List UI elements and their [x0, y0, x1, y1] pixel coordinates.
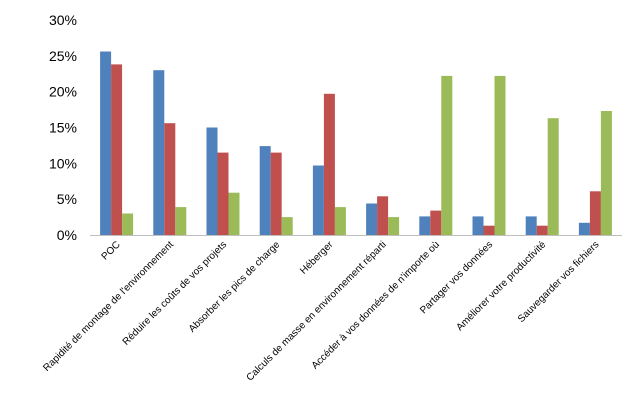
x-tick-label: POC [100, 239, 123, 262]
y-tick-label: 0% [57, 227, 77, 243]
bar [419, 216, 431, 235]
bar [259, 146, 271, 235]
bar [589, 191, 601, 235]
bar [525, 216, 537, 235]
bar [217, 152, 229, 235]
bar [494, 75, 506, 236]
bar [377, 196, 389, 235]
y-tick-label: 30% [49, 12, 77, 28]
bar [366, 203, 378, 235]
bar [536, 225, 548, 235]
y-tick-label: 20% [49, 84, 77, 100]
bar [312, 165, 324, 235]
bar [164, 123, 176, 235]
bar [111, 64, 123, 236]
bar [281, 217, 293, 235]
x-tick-label: Améliorer votre productivité [454, 239, 548, 333]
bar [206, 127, 218, 235]
bar [334, 207, 346, 235]
bar [323, 93, 335, 235]
bar [600, 111, 612, 235]
x-tick-label: Absorber les pics de charge [187, 239, 283, 335]
bar [430, 210, 442, 235]
bar [441, 75, 453, 236]
bar [175, 207, 187, 235]
bar [483, 225, 495, 235]
bar [100, 51, 112, 235]
bar [228, 192, 240, 235]
bars [100, 51, 612, 236]
y-tick-label: 10% [49, 155, 77, 171]
bar [472, 216, 484, 235]
bar [547, 118, 559, 235]
y-tick-label: 25% [49, 48, 77, 64]
x-tick-label: Réduire les coûts de vos projets [121, 239, 229, 347]
bar [122, 213, 134, 235]
y-axis-ticks: 0% 5% 10% 15% 20% 25% 30% [49, 12, 77, 243]
x-tick-label: Héberger [298, 239, 336, 277]
bar [153, 70, 165, 235]
bar [578, 222, 590, 235]
y-tick-label: 15% [49, 120, 77, 136]
y-tick-label: 5% [57, 191, 77, 207]
bar [270, 152, 282, 235]
bar [388, 217, 400, 235]
